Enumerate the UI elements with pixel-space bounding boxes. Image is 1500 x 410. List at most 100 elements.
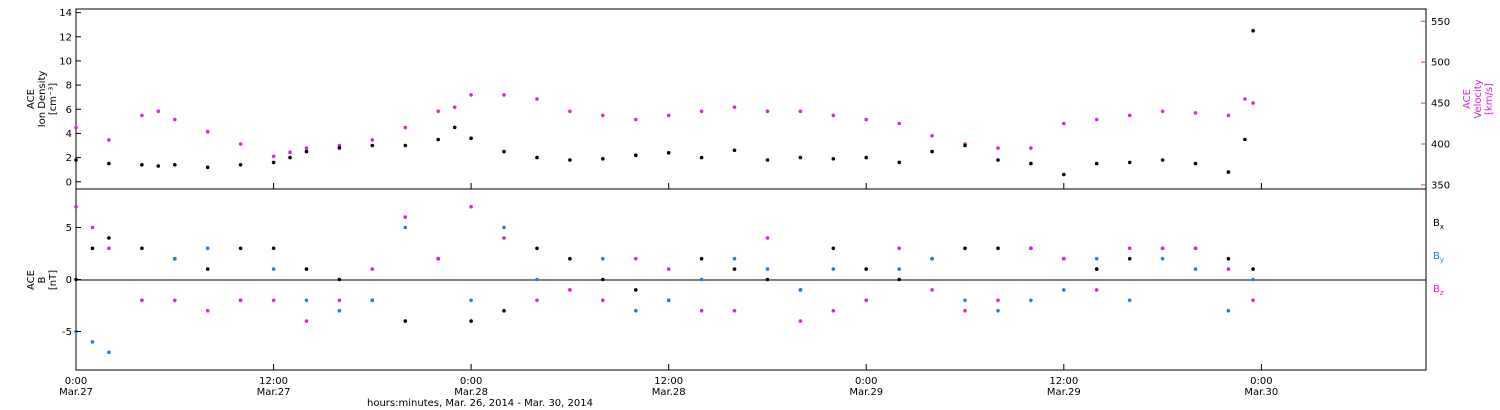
density-point bbox=[666, 151, 671, 155]
velocity-point bbox=[1251, 101, 1255, 105]
field-point bbox=[1062, 256, 1066, 261]
velocity-point bbox=[370, 138, 375, 142]
density-series-s0 bbox=[74, 28, 1255, 177]
density-y-tick-label: 10 bbox=[59, 56, 72, 67]
velocity-point bbox=[568, 109, 572, 114]
field-series-By bbox=[74, 225, 1255, 355]
field-point bbox=[634, 308, 638, 313]
bottom-ylabel-line2: B bbox=[37, 276, 48, 283]
velocity-point bbox=[601, 113, 605, 118]
density-y-tick-label: 0 bbox=[66, 177, 72, 188]
x-tick-time: 0:00 bbox=[460, 376, 482, 387]
velocity-point bbox=[1094, 117, 1099, 122]
top-panel: 0 2 4 6 8 10 12 14 350 400 450 500 550 ACE Ion Dens… bbox=[26, 8, 1495, 191]
density-point bbox=[864, 155, 868, 160]
velocity-point bbox=[666, 113, 671, 118]
velocity-point bbox=[1062, 121, 1066, 126]
density-y-tick-label: 2 bbox=[66, 153, 72, 164]
field-point bbox=[996, 246, 1000, 251]
field-point bbox=[1094, 256, 1099, 261]
density-y-tick-label: 8 bbox=[66, 81, 72, 92]
field-point bbox=[601, 298, 605, 303]
field-point bbox=[930, 288, 934, 292]
velocity-point bbox=[1243, 97, 1247, 101]
field-point bbox=[831, 267, 836, 271]
x-tick-time: 12:00 bbox=[259, 376, 288, 387]
field-point bbox=[1029, 246, 1033, 251]
field-point bbox=[1029, 298, 1033, 303]
field-series-Bz bbox=[74, 204, 1255, 323]
field-point bbox=[107, 236, 111, 240]
bottom-ylabel-line1: ACE bbox=[26, 270, 37, 290]
field-point bbox=[469, 319, 473, 323]
bottom-ylabel-line3: [nT] bbox=[48, 270, 59, 290]
field-point bbox=[666, 298, 671, 303]
field-y-tick-label: 0 bbox=[66, 275, 72, 286]
velocity-point bbox=[238, 142, 243, 146]
field-point bbox=[337, 298, 342, 303]
field-point bbox=[1062, 288, 1066, 292]
density-point bbox=[1127, 160, 1132, 165]
velocity-point bbox=[288, 150, 292, 154]
velocity-series-s0 bbox=[74, 93, 1255, 159]
field-point bbox=[1094, 288, 1099, 292]
field-point bbox=[1160, 246, 1165, 251]
field-point bbox=[1226, 308, 1231, 313]
density-point bbox=[897, 160, 901, 165]
x-tick-date: Mar.29 bbox=[849, 387, 883, 398]
field-legend: Bx By Bz bbox=[1433, 218, 1444, 297]
field-point bbox=[1251, 298, 1255, 303]
velocity-point bbox=[140, 113, 144, 118]
velocity-y-tick-label: 400 bbox=[1431, 140, 1450, 151]
density-point bbox=[173, 163, 177, 167]
top-panel-points bbox=[74, 28, 1255, 177]
velocity-point bbox=[1193, 111, 1198, 115]
field-point bbox=[173, 256, 177, 261]
density-point bbox=[1160, 158, 1165, 162]
field-point bbox=[107, 350, 111, 355]
field-point bbox=[1226, 256, 1231, 261]
x-tick-time: 12:00 bbox=[1049, 376, 1078, 387]
field-point bbox=[535, 246, 539, 251]
x-tick-date: Mar.28 bbox=[454, 387, 488, 398]
x-tick-time: 0:00 bbox=[1250, 376, 1272, 387]
field-point bbox=[403, 215, 408, 219]
field-point bbox=[74, 204, 78, 209]
field-point bbox=[897, 246, 901, 251]
field-point bbox=[173, 298, 177, 303]
velocity-point bbox=[304, 146, 309, 150]
density-point bbox=[1243, 137, 1247, 142]
field-point bbox=[601, 277, 605, 282]
field-point bbox=[897, 267, 901, 271]
density-point bbox=[831, 157, 836, 161]
field-point bbox=[205, 267, 210, 271]
field-point bbox=[897, 277, 901, 282]
top-left-y-axis: 0 2 4 6 8 10 12 14 bbox=[59, 8, 81, 188]
time-x-axis: 0:00Mar.2712:00Mar.270:00Mar.2812:00Mar.… bbox=[59, 183, 1278, 398]
density-point bbox=[1062, 172, 1066, 177]
field-point bbox=[271, 246, 276, 251]
density-point bbox=[963, 143, 967, 148]
density-point bbox=[502, 149, 506, 154]
density-point bbox=[1029, 161, 1033, 166]
velocity-point bbox=[107, 138, 111, 142]
density-y-tick-label: 6 bbox=[66, 105, 72, 116]
field-point bbox=[568, 288, 572, 292]
field-point bbox=[601, 256, 605, 261]
velocity-point bbox=[452, 105, 457, 109]
density-y-tick-label: 14 bbox=[59, 8, 72, 19]
field-point bbox=[831, 246, 836, 251]
density-point bbox=[288, 155, 292, 160]
field-point bbox=[469, 204, 473, 209]
density-point bbox=[436, 137, 441, 142]
velocity-point bbox=[74, 125, 78, 130]
velocity-point bbox=[1029, 146, 1033, 150]
top-right-y-axis: 350 400 450 500 550 bbox=[1421, 17, 1450, 191]
density-point bbox=[452, 125, 457, 130]
velocity-y-tick-label: 450 bbox=[1431, 99, 1450, 110]
field-point bbox=[963, 246, 967, 251]
velocity-point bbox=[864, 117, 868, 122]
x-tick-date: Mar.30 bbox=[1244, 387, 1278, 398]
top-right-ylabel-line1: ACE bbox=[1462, 89, 1473, 109]
field-point bbox=[304, 319, 309, 323]
